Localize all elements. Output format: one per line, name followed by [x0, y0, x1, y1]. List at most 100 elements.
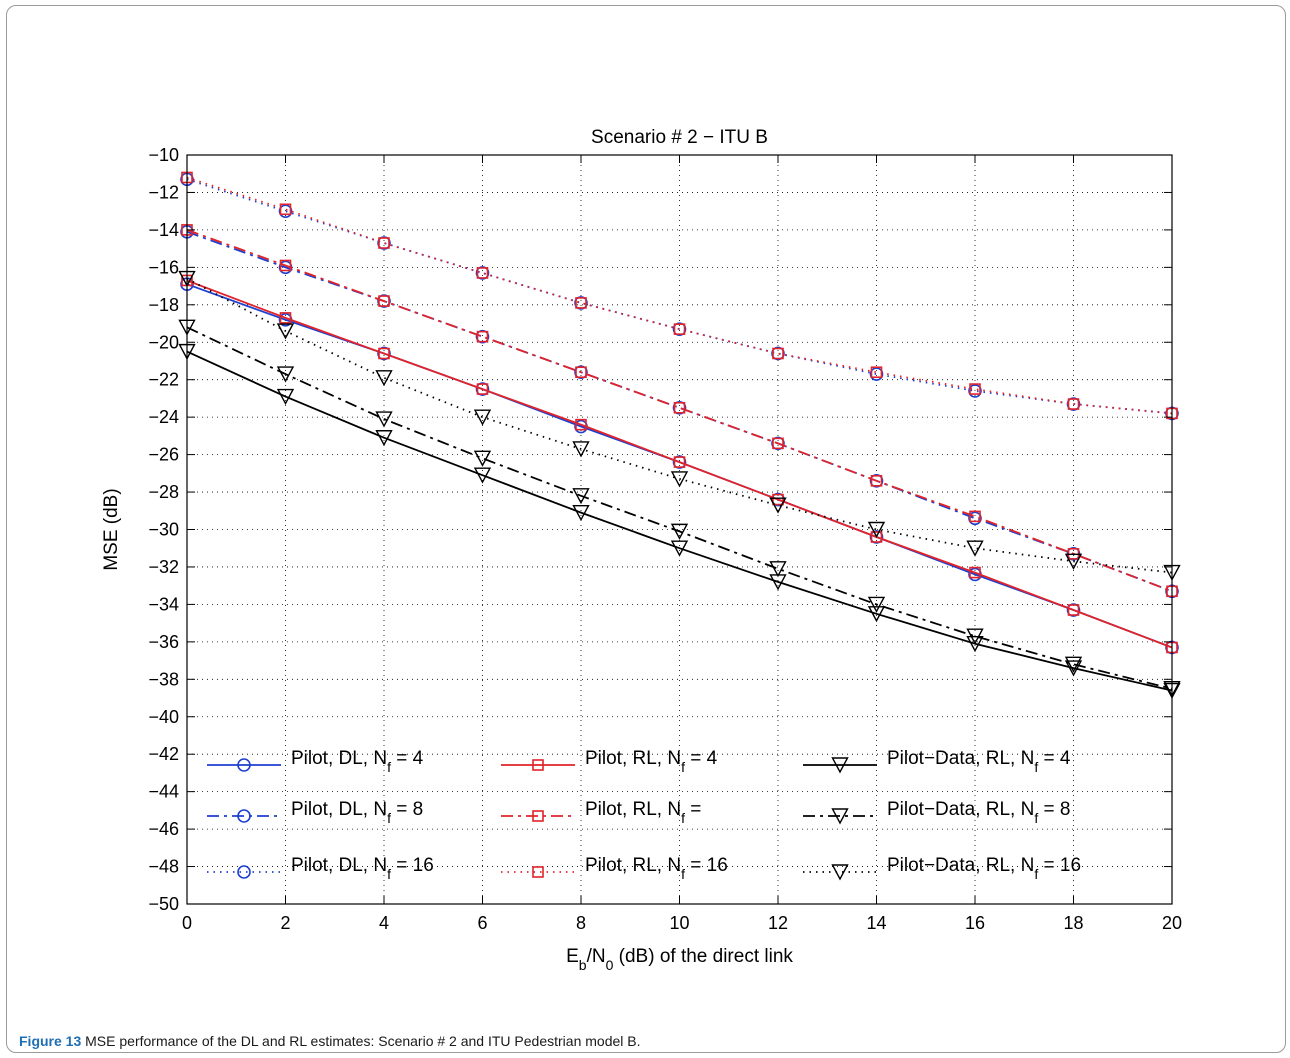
legend-entry-2: Pilot, DL, Nf = 8 [207, 799, 423, 826]
x-tick-label: 20 [1162, 913, 1182, 933]
data-point [475, 382, 490, 396]
series-line [186, 350, 1173, 692]
data-point [771, 436, 785, 451]
legend-marker [237, 809, 251, 823]
data-point [473, 467, 492, 484]
legend-entry-7: Pilot−Data, RL, Nf = 4 [803, 748, 1071, 775]
data-point [769, 497, 787, 514]
y-tick-label: −40 [148, 707, 179, 727]
legend-label: Pilot, RL, Nf = [585, 799, 701, 826]
data-point [968, 384, 982, 398]
data-point [475, 266, 490, 280]
data-point [378, 347, 390, 360]
data-point [575, 366, 587, 379]
series-7 [178, 343, 1181, 700]
data-point [276, 366, 295, 383]
series-line [186, 326, 1173, 690]
data-point [1066, 397, 1081, 411]
series-line [186, 279, 1173, 649]
legend-entry-5: Pilot, RL, Nf = [501, 799, 701, 826]
data-point [377, 236, 391, 250]
data-point [966, 636, 984, 653]
figure-frame: 0 2 4 6 8 10 12 14 16 18 20 −50 −48 −46 −44 −42 −40 −38 −3… [6, 5, 1286, 1053]
data-point [278, 204, 293, 218]
data-point [869, 367, 884, 381]
data-point [670, 471, 689, 488]
data-point [476, 383, 489, 395]
data-point [375, 370, 393, 387]
series-4 [181, 274, 1178, 654]
chart: 0 2 4 6 8 10 12 14 16 18 20 −50 −48 −46 −44 −42 −40 −38 −3… [101, 127, 1182, 973]
y-tick-label: −26 [148, 445, 179, 465]
legend-entry-1: Pilot, DL, Nf = 4 [207, 748, 424, 775]
y-tick-label: −36 [148, 632, 179, 652]
data-point [1064, 660, 1083, 677]
data-point [1064, 656, 1083, 673]
legend-marker [237, 758, 251, 772]
data-point [574, 365, 588, 380]
data-point [279, 259, 292, 272]
data-point [276, 388, 295, 406]
data-point [870, 366, 883, 379]
data-point [670, 523, 689, 540]
y-tick-label: −30 [148, 520, 179, 540]
x-tick-label: 14 [866, 913, 886, 933]
series-line [186, 277, 1173, 574]
caption-label: Figure 13 [19, 1033, 82, 1049]
y-tick-label: −24 [148, 407, 179, 427]
x-tick-label: 12 [768, 913, 788, 933]
data-point [279, 312, 292, 324]
data-point [572, 504, 590, 522]
y-tick-label: −46 [148, 819, 179, 839]
y-tick-label: −16 [148, 257, 179, 277]
y-tick-label: −12 [148, 182, 179, 202]
legend-entry-9: Pilot−Data, RL, Nf = 16 [803, 855, 1081, 882]
data-point [672, 322, 687, 336]
x-tick-label: 16 [965, 913, 985, 933]
data-point [969, 510, 981, 523]
data-point [772, 347, 784, 360]
y-tick-label: −20 [148, 332, 179, 352]
data-point [769, 561, 787, 578]
data-point [870, 475, 883, 487]
y-tick-label: −18 [148, 295, 179, 315]
y-tick-label: −44 [148, 782, 179, 802]
legend-marker [532, 866, 544, 878]
data-point [572, 441, 590, 458]
chart-labels: Scenario # 2 − ITU B Eb/N0 (dB) of the di… [101, 127, 793, 973]
data-point [867, 606, 886, 623]
data-point [475, 329, 490, 344]
y-tick-label: −14 [148, 220, 179, 240]
data-point [476, 330, 489, 343]
data-point [869, 530, 884, 544]
x-tick-label: 0 [182, 913, 192, 933]
series-8 [178, 319, 1181, 698]
legend-entry-6: Pilot, RL, Nf = 16 [501, 855, 728, 882]
data-point [673, 323, 686, 335]
y-tick-label: −34 [148, 594, 179, 614]
data-point [867, 596, 886, 613]
data-point [869, 474, 884, 488]
data-point [969, 383, 981, 395]
data-point [673, 401, 686, 414]
data-point [670, 540, 689, 557]
legend-marker [831, 808, 849, 825]
data-point [575, 297, 587, 309]
data-point [1067, 398, 1080, 410]
data-point [772, 437, 784, 450]
data-point [574, 296, 588, 310]
legend-entry-3: Pilot, DL, Nf = 16 [207, 855, 434, 882]
legend-marker [831, 757, 849, 774]
y-tick-label: −10 [148, 145, 179, 165]
legend-marker [532, 759, 544, 771]
y-tick-label: −42 [148, 744, 179, 764]
data-point [375, 430, 393, 447]
data-point [771, 346, 785, 361]
chart-title: Scenario # 2 − ITU B [591, 127, 768, 148]
caption-text: MSE performance of the DL and RL estimat… [85, 1033, 641, 1049]
x-tick-label: 2 [280, 913, 290, 933]
legend-marker [532, 810, 544, 822]
plot-border [186, 154, 1173, 905]
data-point [276, 323, 295, 340]
legend-label: Pilot−Data, RL, Nf = 8 [887, 799, 1070, 826]
